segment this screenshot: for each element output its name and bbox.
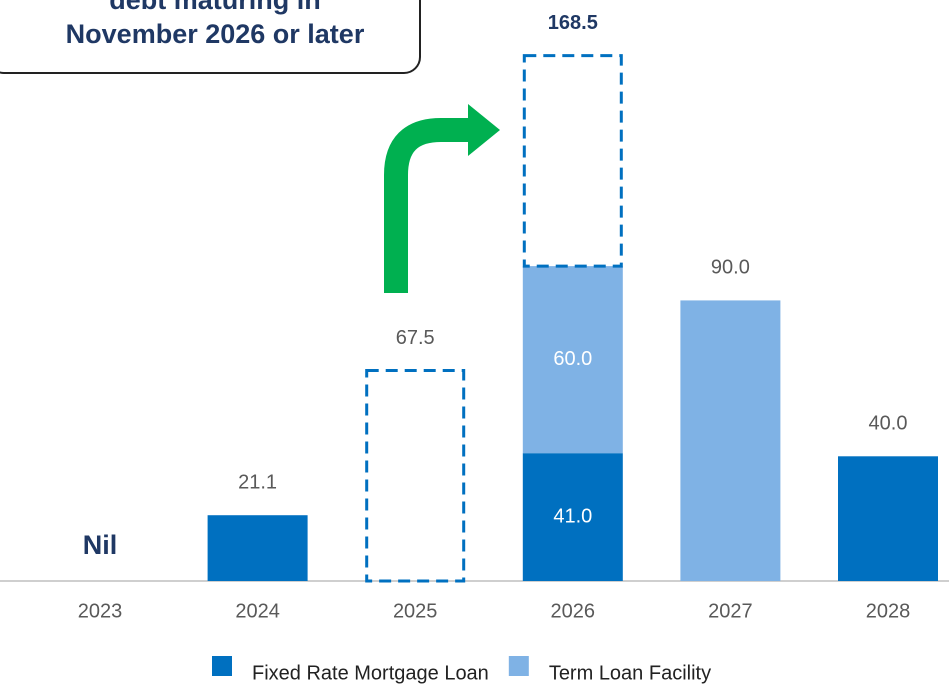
value-label: 21.1 bbox=[238, 471, 277, 493]
nil-label: Nil bbox=[83, 530, 118, 560]
value-label: 90.0 bbox=[711, 257, 750, 279]
legend-swatch bbox=[508, 656, 529, 676]
x-tick-label: 2026 bbox=[551, 600, 596, 622]
value-label: 67.5 bbox=[396, 327, 435, 349]
dashed-bar bbox=[522, 54, 623, 268]
arrow bbox=[384, 118, 470, 293]
callout-text: debt maturing in bbox=[109, 0, 321, 15]
bar bbox=[522, 453, 623, 581]
value-label: 40.0 bbox=[869, 413, 908, 435]
legend-swatch bbox=[212, 656, 232, 676]
bar bbox=[522, 266, 623, 454]
value-label: 41.0 bbox=[553, 505, 592, 527]
bar bbox=[838, 456, 938, 581]
value-label: 67.5¹ bbox=[550, 149, 596, 171]
x-tick-label: 2023 bbox=[78, 600, 123, 622]
callout-box bbox=[0, 0, 421, 74]
x-tick-label: 2027 bbox=[708, 600, 753, 622]
x-tick-label: 2025 bbox=[393, 600, 438, 622]
x-tick-label: 2028 bbox=[866, 600, 911, 622]
bar bbox=[207, 515, 308, 581]
bar bbox=[680, 300, 781, 581]
total-label: 168.5 bbox=[548, 12, 598, 34]
value-label: 60.0 bbox=[553, 348, 592, 370]
dashed-bar bbox=[365, 369, 466, 583]
callout-text: November 2026 or later bbox=[66, 19, 365, 49]
legend-label: Term Loan Facility bbox=[549, 662, 711, 684]
arrow-head bbox=[468, 104, 500, 156]
legend-label: Fixed Rate Mortgage Loan bbox=[252, 662, 489, 684]
x-tick-label: 2024 bbox=[235, 600, 280, 622]
